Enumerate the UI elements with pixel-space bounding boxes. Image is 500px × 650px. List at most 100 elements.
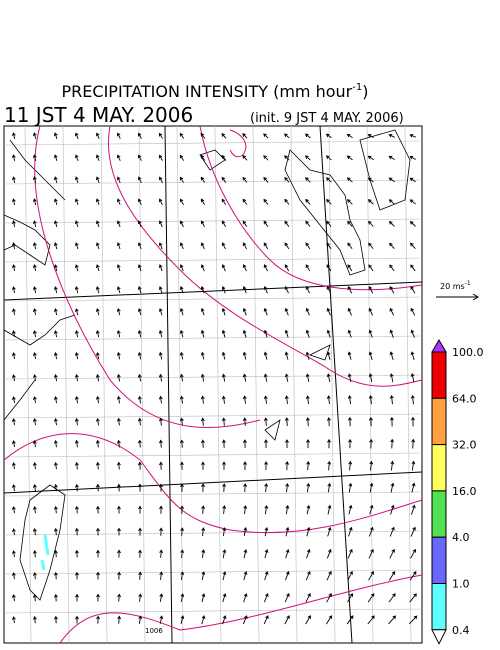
wind-arrow: [285, 461, 290, 471]
wind-arrow: [74, 439, 79, 448]
wind-arrow: [74, 505, 79, 514]
wind-arrow: [158, 154, 163, 161]
wind-arrow: [221, 242, 226, 250]
wind-arrow: [116, 417, 121, 426]
wind-arrow: [368, 329, 373, 338]
wind-arrow: [53, 176, 58, 184]
wind-arrow: [95, 308, 100, 316]
wind-arrow: [410, 548, 416, 559]
wind-arrow: [137, 439, 142, 448]
wind-arrow: [242, 176, 248, 183]
grid-line: [62, 125, 70, 644]
wind-arrow: [263, 242, 269, 250]
wind-arrow: [390, 438, 395, 449]
grid-line: [3, 335, 423, 341]
wind-arrow: [326, 417, 331, 427]
wind-arrow: [180, 527, 185, 536]
wind-arrow: [221, 351, 226, 360]
grid-line: [3, 218, 423, 224]
wind-arrow: [305, 220, 311, 227]
wind-arrow: [200, 198, 206, 205]
coastline: [9, 139, 66, 201]
wind-arrow: [409, 593, 417, 603]
wind-arrow: [74, 483, 79, 492]
wind-arrow: [388, 155, 395, 160]
colorbar-label: 1.0: [452, 578, 470, 591]
wind-arrow: [284, 198, 290, 205]
coastline: [3, 214, 51, 266]
colorbar: 100.0 64.0 32.0 16.0 4.0 1.0 0.4: [431, 339, 484, 645]
wind-arrow: [11, 242, 16, 250]
wind-arrow: [326, 548, 332, 559]
wind-arrow: [368, 242, 374, 250]
wind-arrow: [263, 615, 269, 625]
title-text: PRECIPITATION INTENSITY (mm hour: [62, 82, 353, 101]
wind-arrow: [221, 220, 227, 228]
wind-arrow: [32, 484, 37, 492]
coastline: [3, 379, 36, 421]
wind-arrow: [388, 593, 396, 603]
wind-arrow: [284, 307, 289, 316]
wind-arrow: [158, 242, 163, 250]
wind-arrow: [116, 461, 121, 470]
wind-arrow: [116, 373, 121, 382]
wind-arrow: [263, 417, 268, 426]
wind-arrow: [305, 307, 310, 316]
wind-arrow: [95, 483, 100, 492]
wind-arrow: [326, 307, 331, 316]
wind-arrow: [158, 351, 163, 360]
wind-arrow: [11, 220, 16, 228]
wind-arrow: [74, 242, 79, 250]
wind-arrow: [11, 198, 16, 206]
wind-arrow: [388, 570, 396, 581]
wind-arrow: [11, 286, 16, 294]
wind-arrow: [242, 220, 248, 228]
wind-arrow: [284, 615, 290, 625]
wind-arrow: [305, 395, 310, 405]
wind-arrow: [179, 395, 184, 404]
wind-arrow: [305, 417, 310, 427]
wind-arrow: [53, 286, 58, 294]
colorbar-segment: [431, 351, 447, 399]
isobar: [229, 129, 247, 158]
wind-arrow: [32, 264, 37, 272]
wind-arrow: [305, 285, 310, 294]
wind-arrow: [411, 504, 416, 515]
wind-arrow: [138, 615, 143, 624]
wind-arrow: [200, 329, 205, 338]
wind-arrow: [389, 394, 394, 405]
wind-arrow: [388, 615, 397, 625]
wind-arrow: [368, 570, 374, 581]
valid-time: 11 JST 4 MAY. 2006: [4, 103, 193, 127]
wind-arrow: [95, 395, 100, 404]
wind-arrow: [327, 504, 332, 515]
grid-line: [3, 452, 423, 458]
wind-arrow: [75, 527, 79, 536]
wind-arrow: [32, 132, 37, 140]
wind-arrow: [368, 264, 374, 272]
wind-arrow: [32, 220, 37, 228]
wind-arrow: [410, 329, 415, 338]
wind-arrow: [221, 133, 227, 139]
wind-arrow: [410, 394, 415, 405]
wind-arrow: [411, 416, 415, 427]
precipitation-area: [40, 534, 50, 571]
wind-arrow: [159, 615, 164, 624]
wind-arrow: [263, 155, 269, 161]
wind-arrow: [285, 548, 290, 559]
wind-arrow: [389, 526, 395, 537]
wind-arrow: [179, 307, 184, 316]
wind-arrow: [388, 133, 395, 138]
wind-arrow: [326, 242, 332, 250]
colorbar-segment: [431, 490, 447, 538]
wind-arrow: [159, 461, 163, 470]
wind-arrow: [410, 307, 416, 316]
wind-arrow: [347, 199, 353, 205]
wind-arrow: [242, 286, 247, 294]
wind-arrow: [200, 132, 206, 139]
wind-arrow: [159, 527, 164, 536]
wind-arrow: [409, 199, 416, 205]
wind-arrow: [116, 242, 121, 250]
wind-arrow: [284, 242, 290, 250]
wind-arrow: [201, 615, 206, 625]
